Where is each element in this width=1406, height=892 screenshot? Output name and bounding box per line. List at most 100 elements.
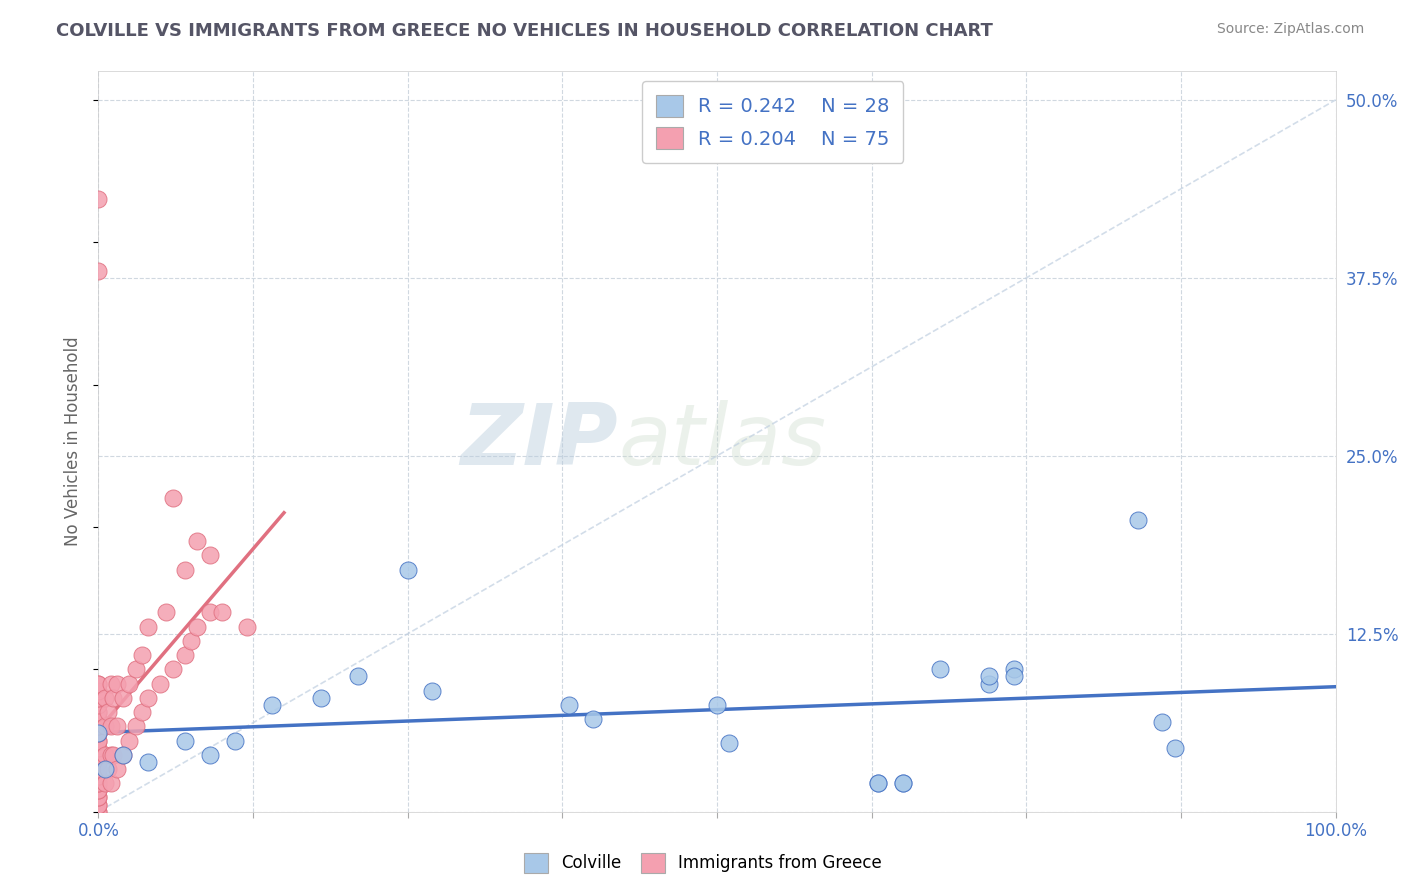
Point (260, 698, 283, 712)
Point (93, 747, 115, 762)
Text: Source: ZipAtlas.com: Source: ZipAtlas.com (1216, 22, 1364, 37)
Point (87, 263, 110, 277)
Point (87, 726, 110, 740)
Point (1126, 513, 1149, 527)
Point (180, 633, 202, 648)
Point (87, 690, 110, 705)
Point (136, 690, 159, 705)
Point (236, 619, 259, 633)
Point (105, 719, 128, 733)
Point (706, 698, 728, 712)
Point (186, 534, 208, 549)
Point (186, 619, 208, 633)
Point (198, 606, 221, 620)
Point (87, 719, 110, 733)
Point (87, 719, 110, 733)
Point (124, 662, 146, 676)
Point (718, 736, 741, 750)
Point (149, 676, 172, 690)
Text: ZIP: ZIP (460, 400, 619, 483)
Point (979, 676, 1001, 690)
Point (87, 762, 110, 776)
Point (87, 712, 110, 726)
Point (136, 619, 159, 633)
Point (347, 669, 370, 683)
Point (198, 747, 221, 762)
Point (124, 719, 146, 733)
Point (118, 676, 141, 690)
Point (224, 733, 246, 747)
Point (174, 733, 197, 747)
Point (87, 712, 110, 726)
Point (1164, 740, 1187, 755)
Point (87, 790, 110, 805)
Point (103, 690, 125, 705)
Point (87, 805, 110, 819)
Point (866, 776, 889, 790)
Point (87, 193, 110, 207)
Point (309, 690, 332, 705)
Point (105, 676, 128, 690)
Point (87, 783, 110, 797)
Point (87, 705, 110, 719)
Point (87, 776, 110, 790)
Point (100, 776, 122, 790)
Point (1002, 669, 1025, 683)
Point (93, 762, 115, 776)
Point (87, 676, 110, 690)
Legend: Colville, Immigrants from Greece: Colville, Immigrants from Greece (517, 847, 889, 880)
Point (87, 769, 110, 783)
Point (582, 712, 605, 726)
Point (87, 797, 110, 812)
Point (97, 705, 120, 719)
Point (396, 563, 419, 577)
Point (93, 776, 115, 790)
Point (87, 733, 110, 747)
Point (1002, 662, 1025, 676)
Point (93, 690, 115, 705)
Point (87, 747, 110, 762)
Point (87, 690, 110, 705)
Point (155, 606, 177, 620)
Point (87, 747, 110, 762)
Point (891, 776, 914, 790)
Point (87, 805, 110, 819)
Point (87, 740, 110, 755)
Point (422, 683, 444, 698)
Point (557, 698, 579, 712)
Text: atlas: atlas (619, 400, 827, 483)
Point (118, 733, 141, 747)
Point (866, 776, 889, 790)
Y-axis label: No Vehicles in Household: No Vehicles in Household (65, 336, 83, 547)
Point (174, 563, 197, 577)
Point (105, 762, 128, 776)
Point (87, 733, 110, 747)
Point (87, 726, 110, 740)
Point (87, 683, 110, 698)
Point (87, 726, 110, 740)
Point (112, 747, 135, 762)
Point (100, 719, 122, 733)
Point (103, 747, 125, 762)
Point (112, 690, 135, 705)
Point (87, 797, 110, 812)
Point (87, 769, 110, 783)
Point (112, 747, 135, 762)
Point (131, 705, 153, 719)
Point (928, 662, 950, 676)
Text: COLVILLE VS IMMIGRANTS FROM GREECE NO VEHICLES IN HOUSEHOLD CORRELATION CHART: COLVILLE VS IMMIGRANTS FROM GREECE NO VE… (56, 22, 993, 40)
Point (136, 755, 159, 769)
Point (1152, 714, 1174, 729)
Point (131, 648, 153, 662)
Point (198, 549, 221, 563)
Point (97, 762, 120, 776)
Point (87, 705, 110, 719)
Legend: R = 0.242    N = 28, R = 0.204    N = 75: R = 0.242 N = 28, R = 0.204 N = 75 (643, 81, 904, 163)
Point (162, 662, 184, 676)
Point (93, 719, 115, 733)
Point (891, 776, 914, 790)
Point (87, 698, 110, 712)
Point (979, 669, 1001, 683)
Point (87, 762, 110, 776)
Point (211, 606, 233, 620)
